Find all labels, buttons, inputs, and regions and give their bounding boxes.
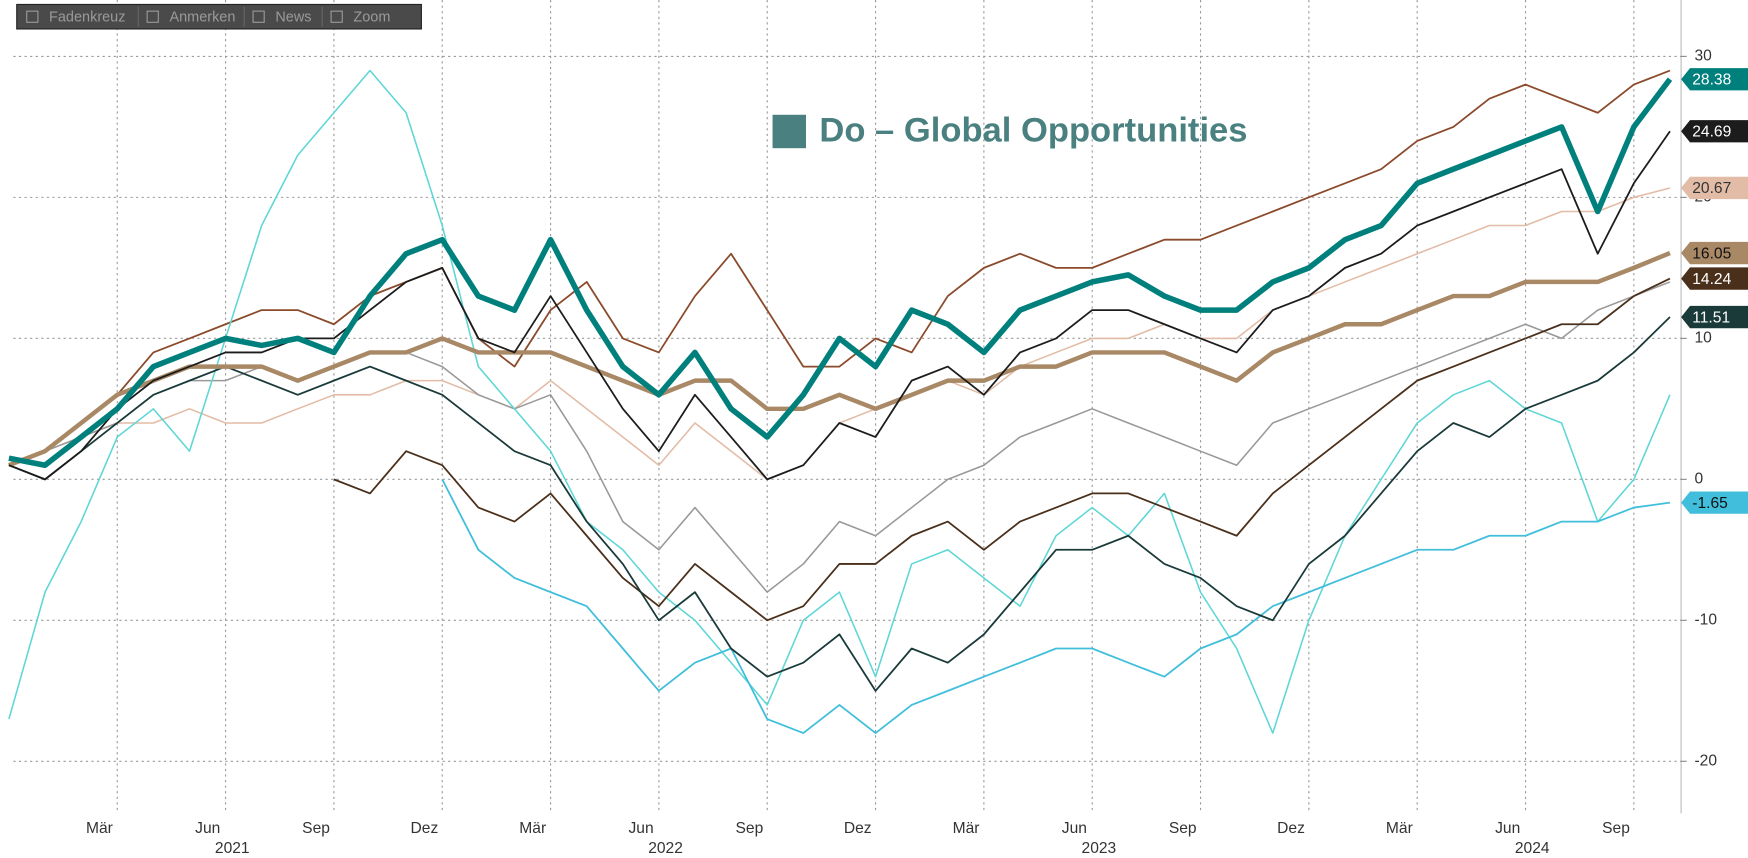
toolbar-icon[interactable] [252, 10, 265, 23]
toolbar-label[interactable]: Zoom [353, 10, 390, 26]
legend-swatch [772, 114, 806, 149]
x-tick-label: Jun [1062, 820, 1087, 837]
toolbar-icon[interactable] [330, 10, 343, 23]
x-year-label: 2023 [1082, 840, 1117, 857]
x-tick-label: Sep [302, 820, 330, 837]
x-tick-label: Sep [736, 820, 764, 837]
toolbar-label[interactable]: Fadenkreuz [49, 10, 125, 26]
toolbar-label[interactable]: Anmerken [169, 10, 235, 26]
x-tick-label: Dez [844, 820, 872, 837]
toolbar-button[interactable]: Anmerken [146, 10, 235, 26]
legend-label: Do – Global Opportunities [819, 112, 1247, 150]
toolbar: Fadenkreuz Anmerken News Zoom [16, 3, 422, 30]
end-tag-label: 14.24 [1692, 271, 1731, 288]
toolbar-icon[interactable] [146, 10, 159, 23]
toolbar-icon[interactable] [26, 10, 39, 23]
end-tag [1681, 68, 1748, 91]
x-tick-label: Mär [1386, 820, 1413, 837]
x-tick-label: Jun [195, 820, 220, 837]
x-tick-label: Sep [1169, 820, 1197, 837]
x-tick-label: Mär [519, 820, 546, 837]
x-tick-label: Mär [86, 820, 113, 837]
end-tag-label: 16.05 [1692, 245, 1731, 262]
toolbar-label[interactable]: News [275, 10, 311, 26]
legend: Do – Global Opportunities [772, 112, 1247, 150]
end-tag [1681, 267, 1748, 290]
y-tick-label: -10 [1694, 611, 1717, 628]
y-tick-label: -20 [1694, 752, 1717, 769]
series-line [8, 77, 1673, 468]
y-tick-label: 30 [1694, 48, 1712, 65]
series-line [8, 69, 1671, 467]
series-line [8, 250, 1671, 468]
y-tick-label: 10 [1694, 329, 1712, 346]
end-tag [1681, 176, 1748, 200]
x-tick-label: Jun [628, 820, 653, 837]
x-tick-label: Mär [953, 820, 980, 837]
x-tick-label: Dez [1277, 820, 1305, 837]
series-line [8, 316, 1671, 692]
toolbar-button[interactable]: Fadenkreuz [26, 10, 126, 26]
x-year-label: 2024 [1515, 840, 1550, 857]
labels: -20-100102030MärJunSepDezMärJunSepDezMär… [86, 48, 1748, 857]
series-line [8, 69, 1671, 734]
x-year-label: 2021 [215, 840, 250, 857]
end-tag [1681, 120, 1748, 143]
x-tick-label: Dez [411, 820, 439, 837]
series-line [441, 478, 1671, 734]
x-year-label: 2022 [648, 840, 683, 857]
end-tag-label: 24.69 [1692, 123, 1731, 140]
y-tick-label: 0 [1694, 470, 1703, 487]
x-tick-label: Jun [1495, 820, 1520, 837]
end-tag [1681, 241, 1748, 265]
toolbar-button[interactable]: Zoom [330, 10, 390, 26]
end-tag [1681, 305, 1748, 329]
lines [8, 69, 1673, 734]
series-line [333, 277, 1671, 622]
toolbar-button[interactable]: News [252, 10, 312, 26]
end-tag [1681, 491, 1748, 514]
end-tag-label: 28.38 [1692, 71, 1731, 88]
end-tag-label: 20.67 [1692, 180, 1731, 197]
toolbar-bg [16, 3, 422, 30]
x-tick-label: Sep [1602, 820, 1630, 837]
end-tag-label: 11.51 [1692, 309, 1730, 326]
end-tag-label: -1.65 [1692, 495, 1728, 512]
